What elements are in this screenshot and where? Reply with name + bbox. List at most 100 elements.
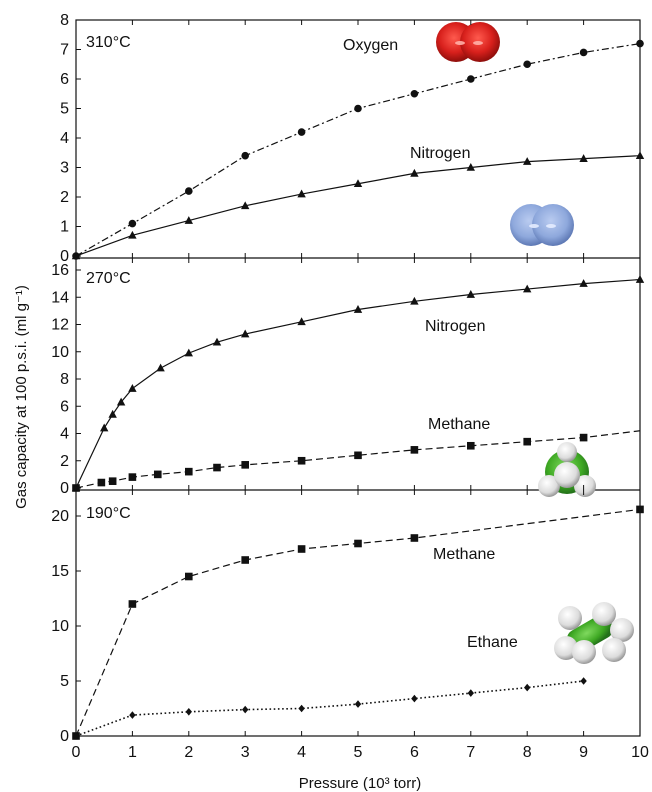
y-tick-label: 5 — [60, 673, 69, 690]
y-tick-label: 7 — [60, 42, 69, 59]
y-tick-label: 0 — [60, 480, 69, 497]
x-tick-label: 0 — [72, 744, 81, 761]
y-tick-label: 1 — [60, 219, 69, 236]
panel-190-label: 190°C — [86, 505, 131, 522]
methane-270-series-label: Methane — [428, 416, 490, 433]
x-tick-label: 9 — [579, 744, 588, 761]
x-tick-label: 5 — [354, 744, 363, 761]
oxygen-point — [185, 187, 193, 195]
y-tick-label: 0 — [60, 728, 69, 745]
methane-point — [97, 478, 106, 487]
y-tick-label: 0 — [60, 248, 69, 265]
y-axis-label: Gas capacity at 100 p.s.i. (ml g⁻¹) — [13, 285, 30, 509]
oxygen-point — [523, 60, 531, 69]
ethane-point — [354, 700, 362, 708]
methane-point — [354, 451, 362, 460]
oxygen-point — [467, 75, 475, 83]
nitrogen-point — [297, 317, 306, 326]
methane-point — [128, 600, 137, 608]
methane-point — [241, 556, 249, 564]
nitrogen-point — [579, 279, 588, 287]
y-tick-label: 2 — [60, 453, 69, 470]
methane-point — [128, 473, 137, 481]
methane-point — [410, 534, 419, 542]
x-tick-label: 3 — [241, 744, 250, 761]
nitrogen-point — [156, 363, 165, 372]
methane-point — [241, 461, 249, 469]
ethane-point — [411, 694, 418, 703]
x-tick-label: 8 — [523, 744, 532, 761]
nitrogen-line — [75, 278, 641, 489]
panels — [75, 19, 641, 737]
nitrogen-point — [410, 296, 419, 305]
nitrogen-point — [579, 154, 588, 162]
ethane-point — [467, 689, 474, 697]
ethane-point — [242, 705, 249, 714]
nitrogen-point — [466, 163, 475, 171]
panel-270-label: 270°C — [86, 270, 131, 287]
methane-point — [185, 572, 193, 581]
y-tick-label: 10 — [51, 344, 69, 361]
methane-point — [297, 456, 306, 465]
methane-point — [297, 545, 306, 553]
y-tick-label: 4 — [60, 426, 69, 443]
ethane-series-label: Ethane — [467, 634, 518, 651]
ethane-point — [524, 683, 531, 692]
oxygen-point — [410, 89, 419, 98]
methane-point — [153, 470, 162, 479]
methane-point — [213, 463, 221, 472]
ethane-point — [298, 704, 305, 713]
nitrogen-270-series-label: Nitrogen — [425, 318, 485, 335]
ethane-point — [129, 711, 136, 719]
ethane-line — [75, 680, 584, 737]
y-tick-label: 3 — [60, 160, 69, 177]
y-tick-label: 14 — [51, 289, 69, 306]
x-tick-label: 1 — [128, 744, 137, 761]
oxygen-series-label: Oxygen — [343, 37, 398, 54]
y-tick-label: 10 — [51, 618, 69, 635]
oxygen-point — [128, 219, 137, 228]
methane-point — [579, 433, 588, 442]
plot-frame — [75, 19, 641, 737]
nitrogen-point — [108, 409, 117, 418]
nitrogen-point — [353, 305, 363, 313]
oxygen-point — [579, 48, 588, 57]
x-tick-label: 4 — [297, 744, 306, 761]
y-tick-label: 4 — [60, 130, 69, 147]
nitrogen-point — [241, 201, 250, 210]
nitrogen-point — [635, 151, 645, 159]
methane-point — [72, 484, 80, 492]
ethane-molecule-icon — [554, 602, 634, 664]
nitrogen-point — [116, 397, 126, 406]
nitrogen-point — [184, 216, 193, 224]
nitrogen-point — [128, 230, 137, 239]
methane-point — [354, 539, 362, 548]
nitrogen-point — [241, 329, 250, 338]
y-tick-label: 5 — [60, 101, 69, 118]
oxygen-point — [354, 104, 362, 113]
nitrogen-point — [410, 168, 419, 177]
panel-310-label: 310°C — [86, 34, 131, 51]
y-tick-label: 2 — [60, 189, 69, 206]
nitrogen-point — [297, 189, 306, 198]
y-tick-label: 6 — [60, 398, 69, 415]
methane-point — [636, 505, 644, 514]
oxygen-point — [297, 128, 306, 136]
ethane-point — [185, 708, 192, 716]
nitrogen-point — [523, 284, 532, 293]
nitrogen-point — [635, 275, 645, 283]
nitrogen-point — [184, 348, 193, 357]
y-tick-label: 6 — [60, 71, 69, 88]
x-tick-label: 6 — [410, 744, 419, 761]
methane-line — [75, 508, 641, 737]
methane-point — [467, 441, 475, 450]
y-tick-label: 15 — [51, 563, 69, 580]
y-tick-label: 12 — [51, 317, 69, 334]
nitrogen-point — [128, 384, 137, 392]
methane-point — [185, 467, 193, 476]
y-tick-label: 20 — [51, 508, 69, 525]
nitrogen-point — [523, 157, 532, 165]
x-tick-label: 2 — [184, 744, 193, 761]
methane-point — [108, 477, 117, 485]
